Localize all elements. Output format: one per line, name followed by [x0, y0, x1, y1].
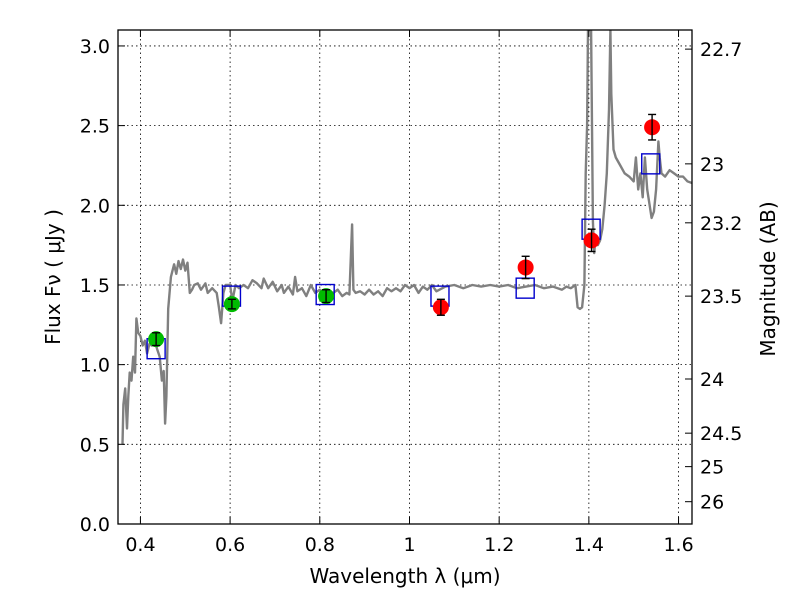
plot-area [121, 30, 692, 445]
x-tick-label: 1.2 [484, 534, 514, 556]
y2-tick-label: 23.5 [700, 286, 742, 308]
y2-axis-title: Magnitude (AB) [756, 201, 780, 356]
x-tick-label: 0.4 [125, 534, 155, 556]
y2-tick-label: 24.5 [700, 423, 742, 445]
x-tick-label: 0.8 [305, 534, 335, 556]
y2-tick-label: 22.7 [700, 39, 742, 61]
x-axis: 0.4 0.6 0.8 1 1.2 1.4 1.6 [125, 30, 694, 556]
y-tick-label: 2.0 [80, 195, 110, 217]
y2-axis: 22.7 23 23.2 23.5 24 24.5 25 26 [685, 39, 742, 514]
y-tick-label: 1.5 [80, 275, 110, 297]
plot-frame [117, 29, 693, 525]
y-axis: 0.0 0.5 1.0 1.5 2.0 2.5 3.0 [80, 36, 125, 536]
y2-tick-label: 23.2 [700, 213, 742, 235]
spectrum-line [121, 30, 692, 445]
grid-lines [118, 30, 692, 525]
y2-tick-label: 24 [700, 369, 724, 391]
y-tick-label: 0.0 [80, 514, 110, 536]
x-tick-label: 1.6 [663, 534, 693, 556]
y-tick-label: 0.5 [80, 434, 110, 456]
x-tick-label: 0.6 [215, 534, 245, 556]
y2-tick-label: 25 [700, 457, 724, 479]
y-tick-label: 3.0 [80, 36, 110, 58]
x-tick-label: 1.4 [574, 534, 604, 556]
y-axis-title: Flux Fν ( μJy ) [41, 209, 65, 345]
y2-tick-label: 23 [700, 154, 724, 176]
model-square-point [315, 283, 335, 306]
y-tick-label: 1.0 [80, 355, 110, 377]
y2-tick-label: 26 [700, 492, 724, 514]
x-tick-label: 1 [403, 534, 415, 556]
y-tick-label: 2.5 [80, 116, 110, 138]
x-axis-title: Wavelength λ (μm) [309, 564, 500, 588]
model-square-point [641, 153, 661, 175]
